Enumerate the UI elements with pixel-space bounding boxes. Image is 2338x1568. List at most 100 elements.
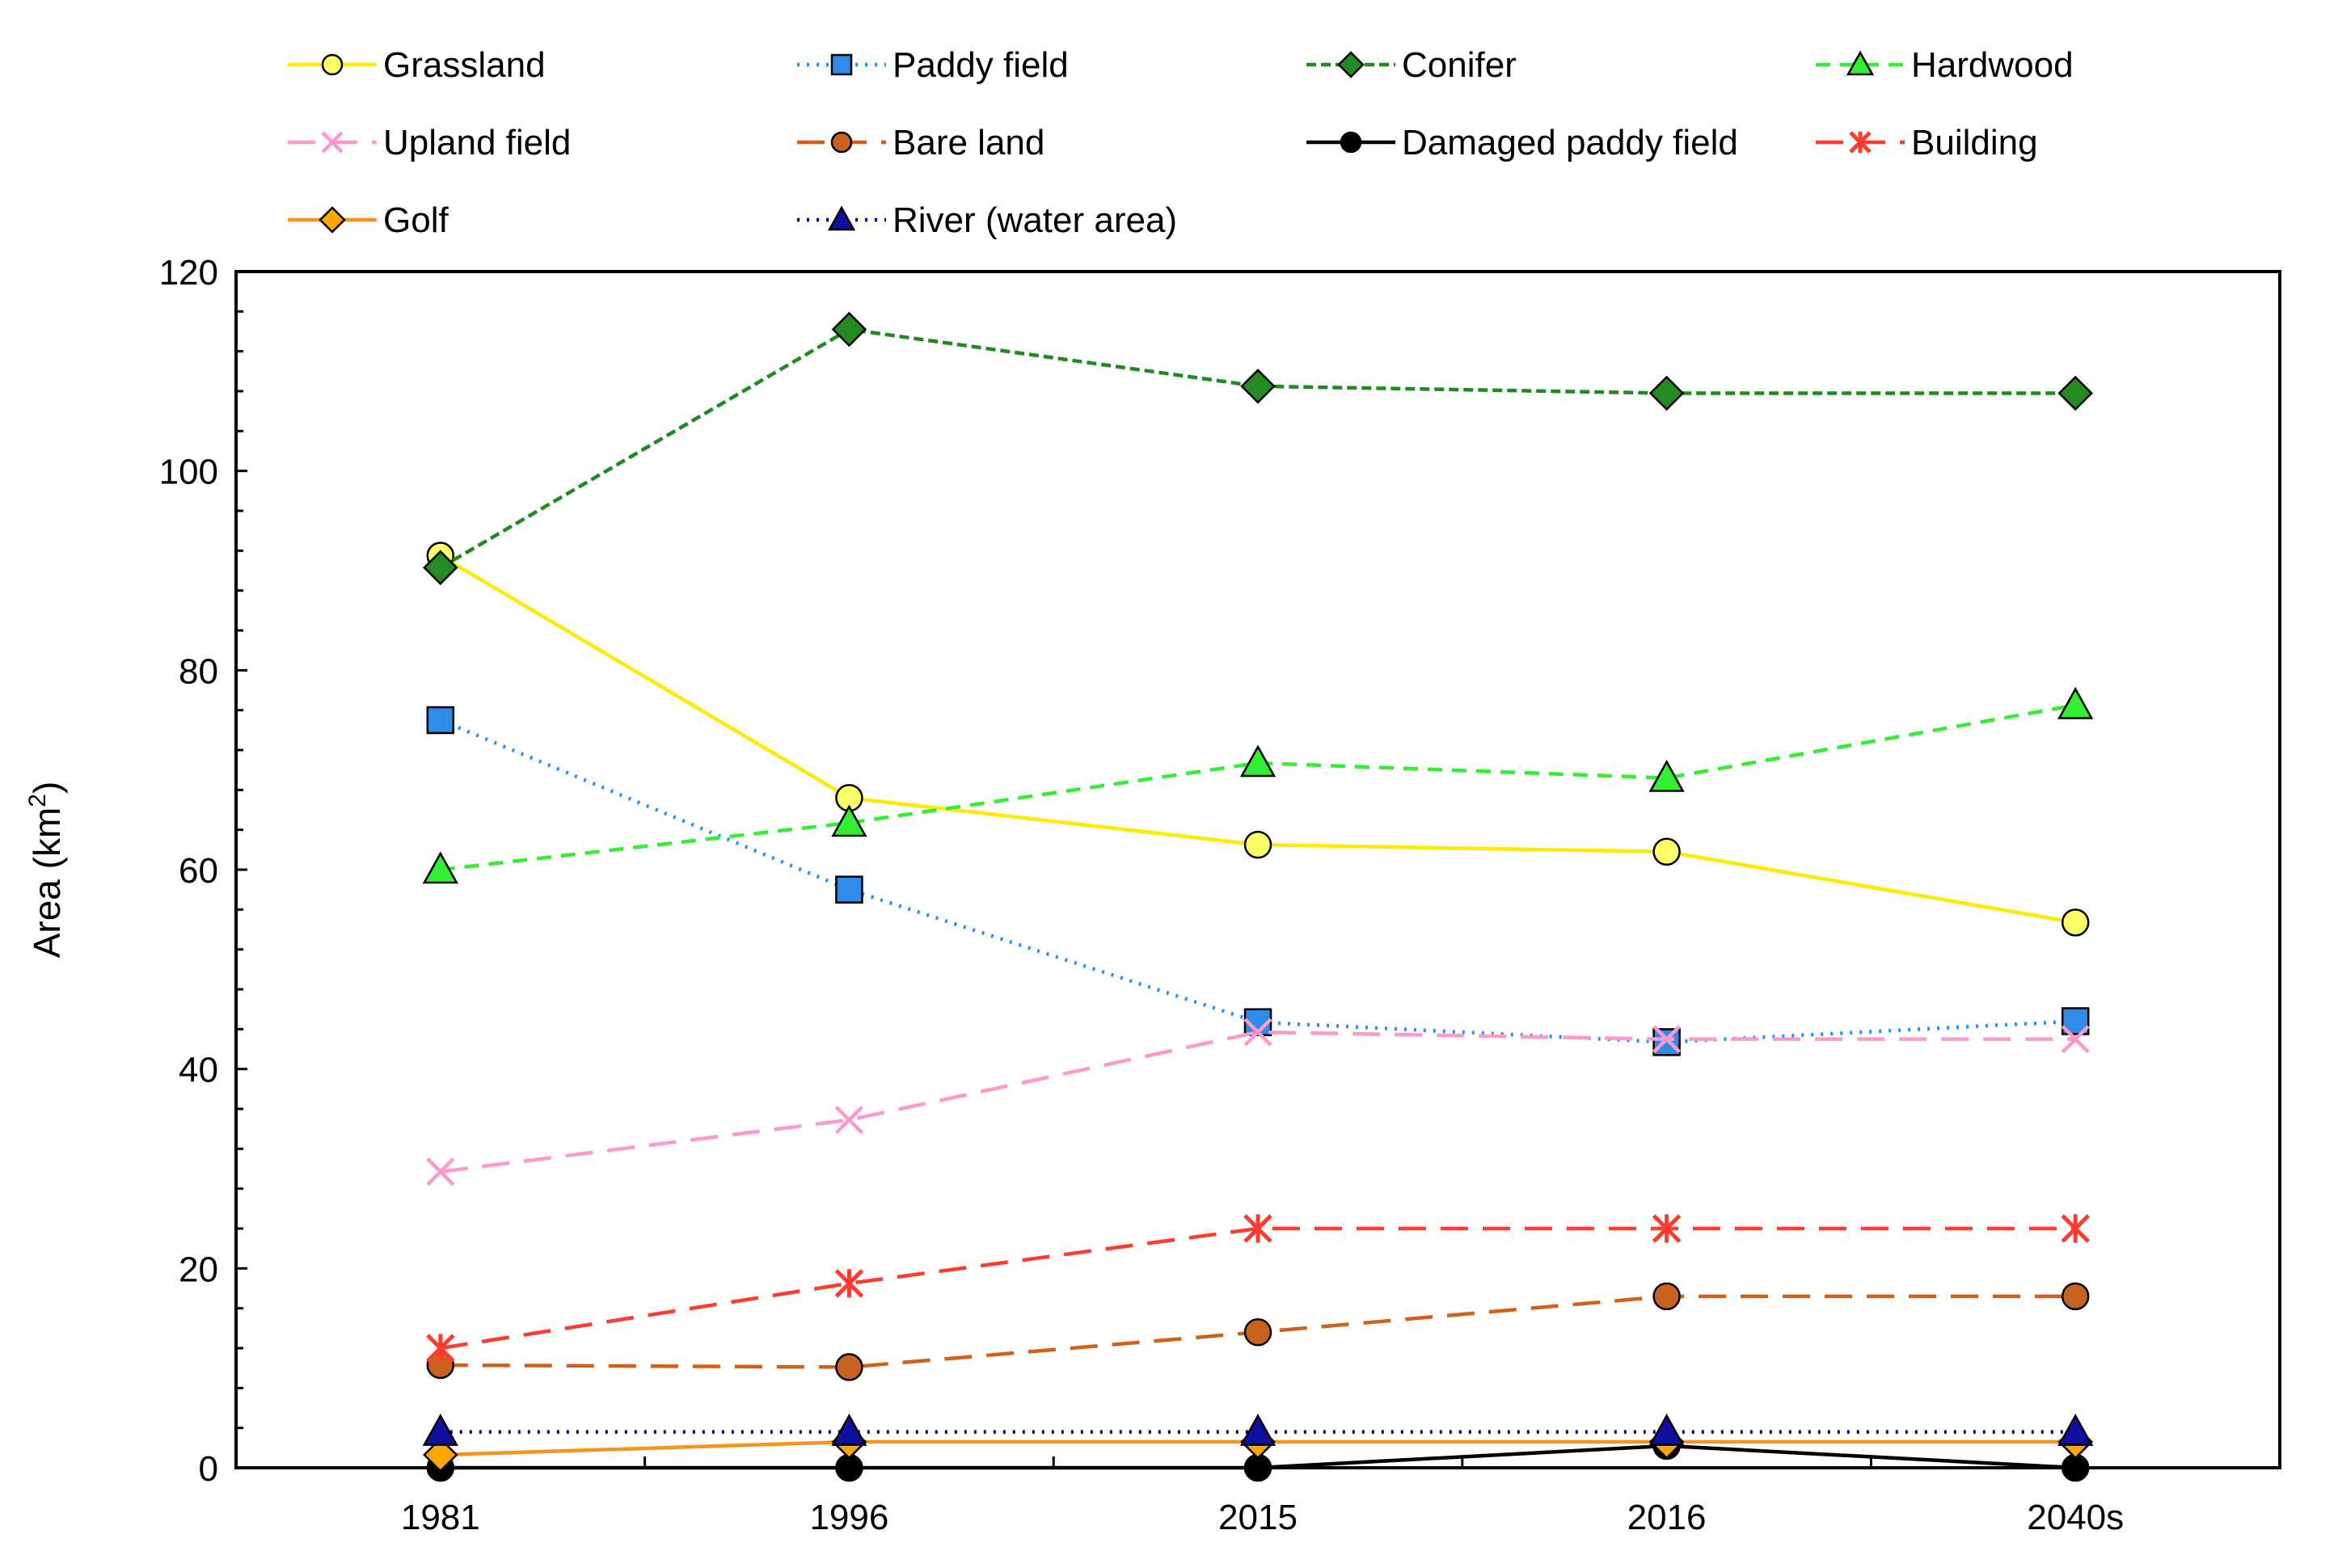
data-point-building bbox=[426, 1334, 455, 1363]
series-hardwood bbox=[422, 686, 2094, 884]
data-point-paddy-field bbox=[835, 875, 863, 904]
legend-label: Conifer bbox=[1402, 45, 1517, 85]
y-axis-title: Area (km2) bbox=[24, 782, 68, 959]
legend: Grassland Paddy field Conifer Hardwood Uplan… bbox=[288, 45, 2074, 240]
data-point-grassland bbox=[1243, 830, 1272, 859]
series-line-hardwood bbox=[440, 703, 2076, 872]
series-conifer bbox=[423, 311, 2093, 586]
data-point-upland-field bbox=[426, 1157, 455, 1187]
x-tick-label: 2016 bbox=[1627, 1498, 1707, 1537]
data-point-river-water-area bbox=[2057, 1414, 2094, 1446]
data-point-upland-field bbox=[1652, 1025, 1682, 1054]
data-point-conifer bbox=[831, 311, 867, 348]
legend-label: Bare land bbox=[893, 123, 1045, 162]
data-point-upland-field bbox=[834, 1105, 863, 1135]
legend-item-upland-field: Upland field bbox=[288, 123, 571, 162]
data-point-bare-land bbox=[1243, 1318, 1272, 1347]
data-point-hardwood bbox=[422, 851, 458, 884]
legend-label: Paddy field bbox=[893, 45, 1069, 85]
legend-marker bbox=[1340, 131, 1362, 154]
legend-label: Building bbox=[1911, 123, 2038, 162]
y-tick-label: 20 bbox=[179, 1250, 218, 1289]
series-paddy-field bbox=[426, 706, 2090, 1056]
legend-item-river-water-area: River (water area) bbox=[797, 200, 1177, 240]
legend-item-conifer: Conifer bbox=[1306, 45, 1517, 85]
legend-label: Golf bbox=[383, 200, 449, 240]
data-point-upland-field bbox=[2061, 1025, 2090, 1054]
data-point-river-water-area bbox=[422, 1414, 458, 1446]
legend-marker bbox=[321, 131, 344, 154]
legend-item-grassland: Grassland bbox=[288, 45, 546, 85]
data-point-hardwood bbox=[1648, 759, 1685, 792]
legend-label: Damaged paddy field bbox=[1402, 123, 1738, 162]
data-point-conifer bbox=[1240, 369, 1276, 404]
y-axis-title-superscript: 2 bbox=[24, 794, 51, 807]
data-point-hardwood bbox=[2057, 686, 2094, 719]
data-point-hardwood bbox=[831, 804, 867, 837]
x-tick-label: 2040s bbox=[2027, 1498, 2124, 1537]
legend-label: Upland field bbox=[383, 123, 571, 162]
series-line-grassland bbox=[439, 554, 2076, 925]
legend-label: Hardwood bbox=[1911, 45, 2074, 85]
data-point-conifer bbox=[423, 550, 458, 586]
series-line-paddy-field bbox=[439, 718, 2076, 1044]
legend-marker bbox=[830, 131, 853, 154]
plot-area bbox=[234, 270, 2281, 1469]
y-tick-label: 100 bbox=[159, 453, 218, 492]
legend-item-golf: Golf bbox=[288, 200, 449, 240]
legend-item-paddy-field: Paddy field bbox=[797, 45, 1069, 85]
legend-item-damaged-paddy-field: Damaged paddy field bbox=[1306, 123, 1738, 162]
series-line-upland-field bbox=[440, 1030, 2076, 1174]
data-point-bare-land bbox=[835, 1353, 863, 1381]
y-tick-label: 40 bbox=[179, 1051, 218, 1090]
y-tick-label: 0 bbox=[199, 1449, 218, 1489]
series-building bbox=[426, 1214, 2090, 1363]
data-point-conifer bbox=[1648, 375, 1685, 411]
y-axis-title-close: ) bbox=[26, 782, 68, 794]
data-point-river-water-area bbox=[1648, 1414, 1685, 1446]
data-point-river-water-area bbox=[1239, 1414, 1277, 1446]
legend-marker bbox=[827, 205, 856, 231]
data-point-bare-land bbox=[1652, 1282, 1681, 1311]
data-point-paddy-field bbox=[1652, 1028, 1681, 1056]
y-tick-label: 120 bbox=[159, 253, 218, 293]
x-axis: 1981 1996 2015 2016 2040s bbox=[401, 1456, 2124, 1537]
y-tick-label: 60 bbox=[179, 851, 218, 891]
legend-marker bbox=[319, 206, 346, 234]
data-point-hardwood bbox=[1239, 744, 1277, 778]
series-grassland bbox=[426, 542, 2090, 937]
y-axis: 0 20 40 60 80 100 120 bbox=[159, 253, 247, 1489]
series-river-water-area bbox=[422, 1414, 2094, 1446]
legend-marker bbox=[1846, 50, 1875, 76]
legend-item-bare-land: Bare land bbox=[797, 123, 1045, 162]
legend-marker bbox=[830, 53, 853, 76]
plot-frame bbox=[234, 270, 2281, 1469]
x-tick-label: 2015 bbox=[1218, 1498, 1298, 1537]
series-line-conifer bbox=[439, 327, 2076, 570]
series-line-building bbox=[440, 1226, 2076, 1351]
data-point-conifer bbox=[2057, 375, 2093, 411]
x-tick-label: 1996 bbox=[809, 1498, 888, 1537]
legend-item-building: Building bbox=[1816, 123, 2038, 162]
series-upland-field bbox=[426, 1018, 2090, 1187]
legend-item-hardwood: Hardwood bbox=[1816, 45, 2074, 85]
data-point-river-water-area bbox=[831, 1414, 867, 1446]
legend-label: River (water area) bbox=[893, 200, 1177, 240]
y-tick-label: 80 bbox=[179, 651, 218, 691]
data-point-grassland bbox=[2061, 908, 2090, 937]
data-point-building bbox=[1652, 1214, 1682, 1243]
y-axis-title-text: Area (km bbox=[26, 807, 68, 959]
data-point-building bbox=[834, 1269, 864, 1298]
series-layer bbox=[422, 311, 2094, 1482]
data-point-building bbox=[1243, 1214, 1272, 1243]
series-bare-land bbox=[426, 1282, 2090, 1381]
legend-marker bbox=[321, 53, 344, 76]
data-point-golf bbox=[423, 1437, 458, 1473]
legend-marker bbox=[1337, 51, 1365, 78]
data-point-paddy-field bbox=[426, 706, 455, 735]
legend-marker bbox=[1849, 131, 1872, 154]
x-tick-label: 1981 bbox=[401, 1498, 480, 1537]
data-point-building bbox=[2061, 1214, 2090, 1243]
data-point-grassland bbox=[1652, 837, 1681, 866]
